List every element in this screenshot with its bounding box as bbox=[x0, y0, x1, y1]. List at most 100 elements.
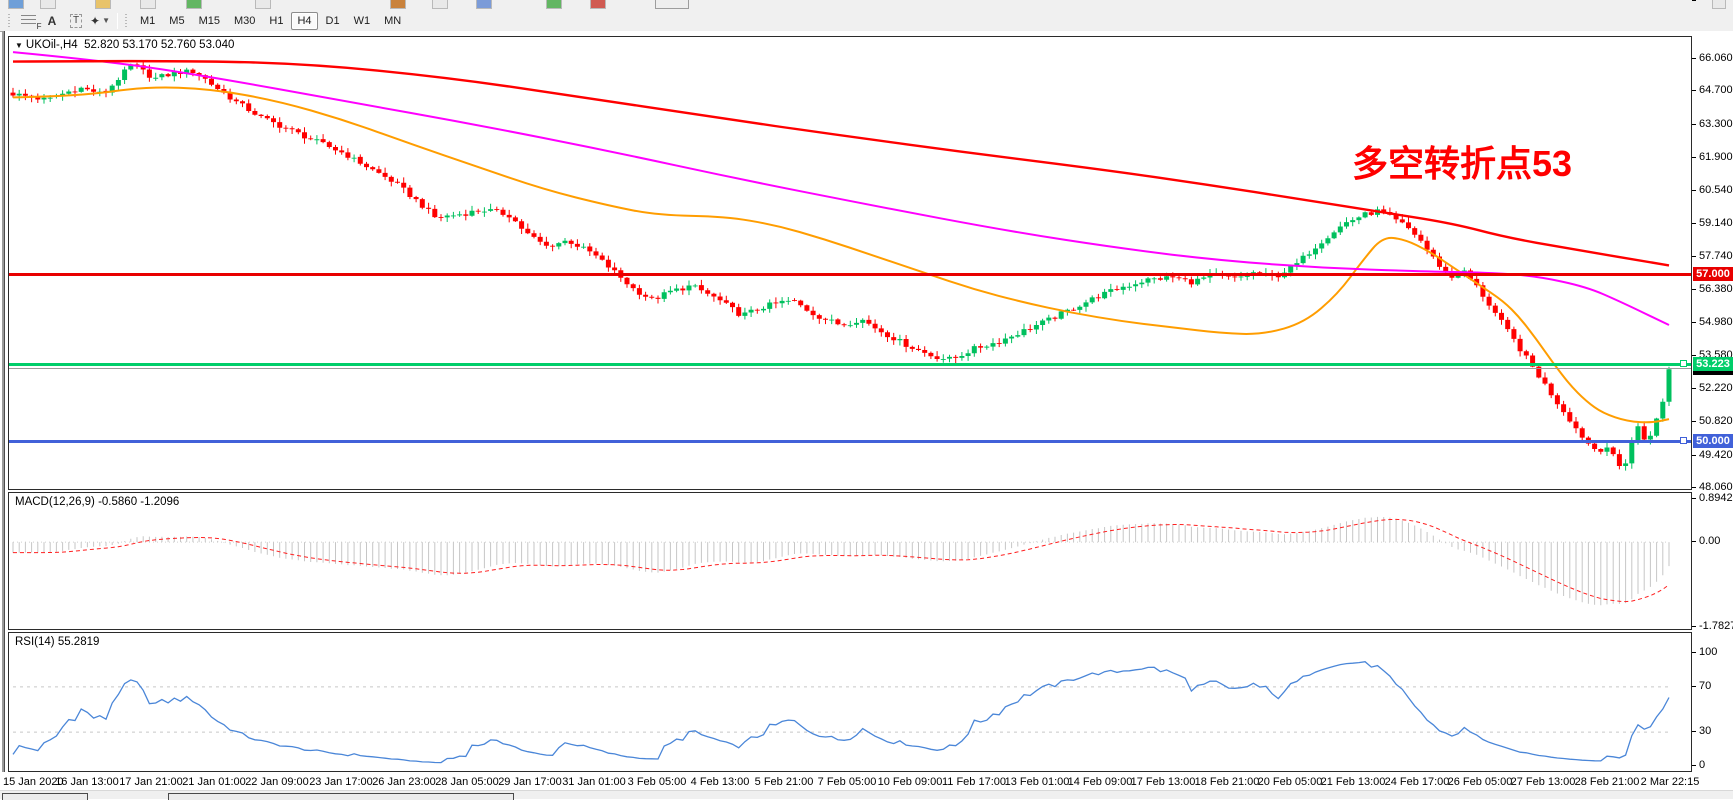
axis-tick bbox=[1692, 498, 1696, 499]
timeframe-button-h4[interactable]: H4 bbox=[291, 11, 318, 30]
time-axis-label: 23 Jan 17:00 bbox=[309, 776, 373, 788]
time-axis-label: 18 Feb 21:00 bbox=[1194, 776, 1260, 788]
hline-resistance[interactable] bbox=[9, 273, 1691, 276]
axis-tick bbox=[1692, 190, 1696, 191]
toolbar-icon-fragment[interactable] bbox=[8, 0, 24, 9]
macd-signal-line bbox=[13, 518, 1670, 603]
axis-tick bbox=[1692, 58, 1696, 59]
toolbar-icon-fragment[interactable] bbox=[95, 0, 111, 9]
toolbar-grip[interactable] bbox=[8, 13, 12, 28]
time-axis-label: 15 Jan 2020 bbox=[3, 776, 64, 788]
macd-histogram bbox=[12, 516, 1670, 606]
axis-tick bbox=[1692, 388, 1696, 389]
axis-tick bbox=[1692, 124, 1696, 125]
main-chart-pane[interactable]: ▼ UKOil-,H4 52.820 53.170 52.760 53.040 bbox=[8, 36, 1692, 490]
price-axis-label: 66.060 bbox=[1699, 52, 1733, 64]
time-axis-label: 4 Feb 13:00 bbox=[690, 776, 750, 788]
axis-tick bbox=[1692, 731, 1696, 732]
toolbar-icon-fragment[interactable] bbox=[40, 0, 56, 9]
time-axis[interactable]: 15 Jan 2020 16 Jan 13:00 17 Jan 21:00 21 Ja… bbox=[0, 772, 1733, 790]
chart-title: ▼ UKOil-,H4 52.820 53.170 52.760 53.040 bbox=[15, 39, 235, 51]
hline-handle[interactable] bbox=[1680, 437, 1687, 444]
chevron-down-icon: ▼ bbox=[102, 16, 110, 25]
time-axis-label: 21 Feb 13:00 bbox=[1320, 776, 1386, 788]
timeframe-button-h1[interactable]: H1 bbox=[269, 14, 284, 27]
hline-pivot[interactable] bbox=[9, 363, 1691, 366]
ma-fast bbox=[12, 86, 1670, 424]
axis-tick bbox=[1692, 686, 1696, 687]
timeframe-button-d1[interactable]: D1 bbox=[325, 14, 340, 27]
window-tab-fragment[interactable] bbox=[2, 793, 88, 800]
macd-pane[interactable]: MACD(12,26,9) -0.5860 -1.2096 bbox=[8, 492, 1692, 630]
price-axis-label: 59.140 bbox=[1699, 217, 1733, 229]
toolbar-icon-fragment[interactable] bbox=[140, 0, 156, 9]
timeframe-button-mn[interactable]: MN bbox=[384, 14, 402, 27]
rsi-chart bbox=[12, 661, 1670, 764]
chart-dropdown-icon[interactable]: ▼ bbox=[15, 41, 23, 50]
price-axis-label: 52.220 bbox=[1699, 382, 1733, 394]
macd-chart bbox=[12, 516, 1670, 606]
rsi-pane[interactable]: RSI(14) 55.2819 bbox=[8, 632, 1692, 772]
axis-tick bbox=[1692, 0, 1696, 1]
timeframe-bar: M1 M5 M15 M30 H1 H4 D1 W1 MN bbox=[133, 11, 408, 30]
axis-tick bbox=[1692, 421, 1696, 422]
axis-tick bbox=[1692, 541, 1696, 542]
time-axis-label: 13 Feb 01:00 bbox=[1004, 776, 1070, 788]
price-axis-label: 63.300 bbox=[1699, 118, 1733, 130]
timeframe-button-m5[interactable]: M5 bbox=[169, 14, 185, 27]
timeframe-button-m1[interactable]: M1 bbox=[140, 14, 156, 27]
timeframe-button-m15[interactable]: M15 bbox=[198, 14, 220, 27]
text-label-icon[interactable]: T bbox=[64, 12, 88, 30]
axis-tick bbox=[1692, 455, 1696, 456]
hline-badge-resistance: 57.000 bbox=[1693, 267, 1733, 281]
time-axis-label: 28 Jan 05:00 bbox=[435, 776, 499, 788]
axis-tick bbox=[1692, 487, 1696, 488]
price-axis-label: 50.820 bbox=[1699, 415, 1733, 427]
arrows-icon[interactable]: ✦ ▼ bbox=[90, 13, 110, 28]
toolbar-icon-fragment[interactable] bbox=[590, 0, 606, 9]
toolbar-icon-fragment[interactable] bbox=[390, 0, 406, 9]
chart-annotation-text[interactable]: 多空转折点53 bbox=[1352, 143, 1573, 184]
window-tab-fragment[interactable] bbox=[168, 793, 514, 800]
time-axis-label: 17 Feb 13:00 bbox=[1130, 776, 1196, 788]
text-icon[interactable]: A bbox=[47, 13, 57, 28]
window-left-border bbox=[2, 31, 5, 799]
toolbar-icon-fragment[interactable] bbox=[255, 0, 271, 9]
hline-handle[interactable] bbox=[1680, 360, 1687, 367]
toolbar-icon-fragment[interactable] bbox=[186, 0, 202, 9]
macd-label: MACD(12,26,9) -0.5860 -1.2096 bbox=[15, 496, 180, 508]
axis-tick bbox=[1692, 652, 1696, 653]
fibonacci-icon[interactable]: F bbox=[16, 12, 42, 31]
axis-tick bbox=[1692, 289, 1696, 290]
time-axis-label: 21 Jan 01:00 bbox=[182, 776, 246, 788]
price-axis-label: 0.8942 bbox=[1699, 492, 1733, 504]
timeframe-button-m30[interactable]: M30 bbox=[233, 14, 256, 27]
toolbar-icon-fragment[interactable] bbox=[546, 0, 562, 9]
toolbar-icon-fragment[interactable] bbox=[1712, 0, 1726, 9]
toolbar-icon-fragment[interactable] bbox=[432, 0, 448, 9]
toolbar-separator bbox=[117, 12, 118, 29]
toolbar-icon-fragment[interactable] bbox=[476, 0, 492, 9]
time-axis-label: 5 Feb 21:00 bbox=[754, 776, 814, 788]
ma-slow bbox=[12, 59, 1670, 267]
time-axis-label: 20 Feb 05:00 bbox=[1257, 776, 1323, 788]
price-axis-label: 57.740 bbox=[1699, 250, 1733, 262]
time-axis-label: 31 Jan 01:00 bbox=[562, 776, 626, 788]
current-price-line bbox=[9, 368, 1691, 369]
toolbar-icon-fragment[interactable] bbox=[655, 0, 689, 9]
price-axis[interactable] bbox=[1692, 36, 1733, 772]
hline-badge-pivot: 53.223 bbox=[1693, 357, 1733, 371]
timeframe-button-w1[interactable]: W1 bbox=[353, 14, 371, 27]
price-axis-label: 100 bbox=[1699, 646, 1718, 658]
time-axis-label: 11 Feb 17:00 bbox=[941, 776, 1007, 788]
bottom-strip bbox=[0, 790, 1733, 800]
axis-tick bbox=[1692, 157, 1696, 158]
price-axis-label: 61.900 bbox=[1699, 151, 1733, 163]
price-axis-label: 64.700 bbox=[1699, 84, 1733, 96]
time-axis-label: 2 Mar 22:15 bbox=[1640, 776, 1700, 788]
hline-support[interactable] bbox=[9, 440, 1691, 443]
toolbar-top-strip bbox=[0, 0, 1733, 10]
toolbar-grip[interactable] bbox=[125, 13, 129, 28]
time-axis-label: 7 Feb 05:00 bbox=[817, 776, 877, 788]
hline-badge-support: 50.000 bbox=[1693, 434, 1733, 448]
